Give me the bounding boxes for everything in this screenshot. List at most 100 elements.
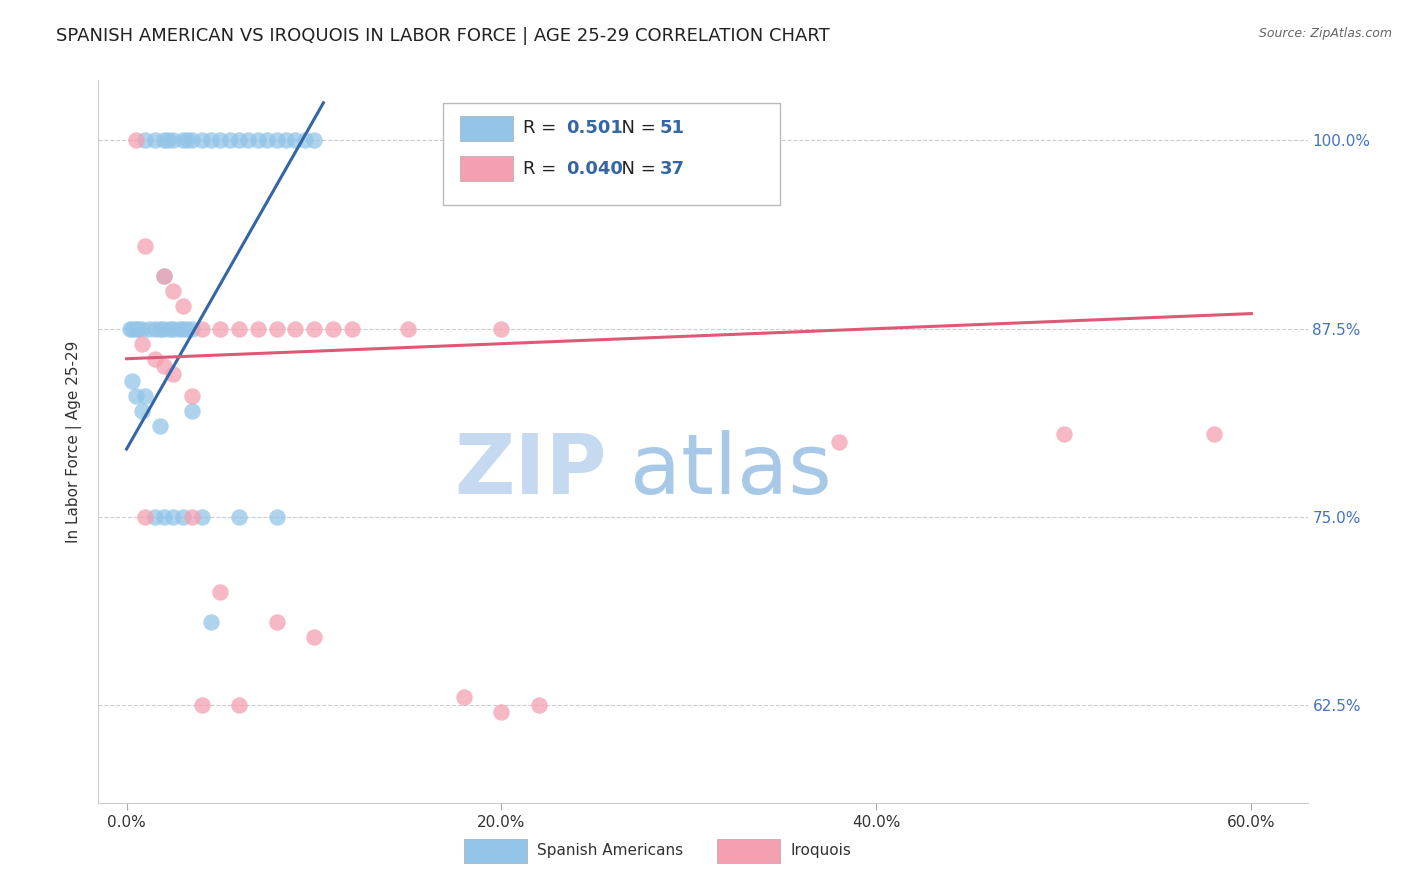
Text: ZIP: ZIP	[454, 430, 606, 511]
Point	[134, 239, 156, 253]
Y-axis label: In Labor Force | Age 25-29: In Labor Force | Age 25-29	[66, 341, 83, 542]
Point	[120, 321, 142, 335]
Text: 51: 51	[659, 120, 685, 137]
Point	[228, 133, 250, 147]
Point	[131, 336, 153, 351]
Point	[181, 321, 204, 335]
Point	[284, 321, 307, 335]
Text: R =: R =	[523, 160, 562, 178]
Point	[181, 404, 204, 418]
Point	[1053, 427, 1076, 442]
Point	[143, 351, 166, 366]
Point	[302, 321, 325, 335]
Point	[127, 321, 149, 335]
Point	[153, 133, 176, 147]
Point	[828, 434, 851, 449]
Point	[143, 133, 166, 147]
Text: Iroquois: Iroquois	[790, 844, 851, 858]
Point	[302, 630, 325, 644]
Text: Spanish Americans: Spanish Americans	[537, 844, 683, 858]
Point	[228, 321, 250, 335]
Point	[340, 321, 363, 335]
Point	[153, 321, 176, 335]
Point	[131, 404, 153, 418]
Point	[228, 509, 250, 524]
Point	[153, 268, 176, 283]
Text: atlas: atlas	[630, 430, 832, 511]
Point	[162, 133, 184, 147]
Text: 0.501: 0.501	[567, 120, 623, 137]
Point	[396, 321, 419, 335]
Point	[266, 133, 288, 147]
Point	[527, 698, 550, 712]
Point	[228, 698, 250, 712]
Point	[143, 321, 166, 335]
Point	[162, 321, 184, 335]
Point	[153, 268, 176, 283]
Point	[172, 321, 194, 335]
Point	[176, 133, 198, 147]
Point	[246, 321, 269, 335]
Point	[125, 389, 148, 403]
Point	[190, 509, 212, 524]
Point	[162, 284, 184, 298]
Point	[302, 133, 325, 147]
Point	[121, 375, 143, 389]
Point	[190, 321, 212, 335]
Point	[138, 321, 160, 335]
Point	[453, 690, 475, 705]
Point	[162, 509, 184, 524]
Text: R =: R =	[523, 120, 562, 137]
Point	[162, 367, 184, 381]
Point	[153, 509, 176, 524]
Point	[266, 321, 288, 335]
Text: 37: 37	[659, 160, 685, 178]
Point	[181, 509, 204, 524]
Point	[125, 321, 148, 335]
Point	[149, 419, 172, 434]
Text: N =: N =	[610, 160, 662, 178]
Point	[134, 389, 156, 403]
Point	[209, 585, 232, 599]
Point	[149, 321, 172, 335]
Point	[209, 321, 232, 335]
Point	[143, 509, 166, 524]
Point	[172, 509, 194, 524]
Point	[246, 133, 269, 147]
Point	[274, 133, 297, 147]
Point	[218, 133, 240, 147]
Point	[200, 615, 222, 630]
Point	[190, 698, 212, 712]
Point	[134, 509, 156, 524]
Text: Source: ZipAtlas.com: Source: ZipAtlas.com	[1258, 27, 1392, 40]
Point	[172, 133, 194, 147]
Point	[125, 133, 148, 147]
Text: 0.040: 0.040	[567, 160, 623, 178]
Point	[256, 133, 278, 147]
Point	[294, 133, 316, 147]
Point	[172, 299, 194, 313]
Text: SPANISH AMERICAN VS IROQUOIS IN LABOR FORCE | AGE 25-29 CORRELATION CHART: SPANISH AMERICAN VS IROQUOIS IN LABOR FO…	[56, 27, 830, 45]
Point	[181, 133, 204, 147]
Point	[159, 321, 181, 335]
Point	[153, 359, 176, 374]
Point	[200, 133, 222, 147]
Point	[176, 321, 198, 335]
Point	[156, 133, 179, 147]
Point	[266, 615, 288, 630]
Point	[209, 133, 232, 147]
Point	[491, 706, 513, 720]
Point	[121, 321, 143, 335]
Point	[238, 133, 260, 147]
Point	[1202, 427, 1225, 442]
Point	[266, 509, 288, 524]
Point	[131, 321, 153, 335]
Point	[181, 389, 204, 403]
Point	[322, 321, 344, 335]
Point	[491, 321, 513, 335]
Point	[284, 133, 307, 147]
Point	[190, 133, 212, 147]
Text: N =: N =	[610, 120, 662, 137]
Point	[134, 133, 156, 147]
Point	[167, 321, 190, 335]
